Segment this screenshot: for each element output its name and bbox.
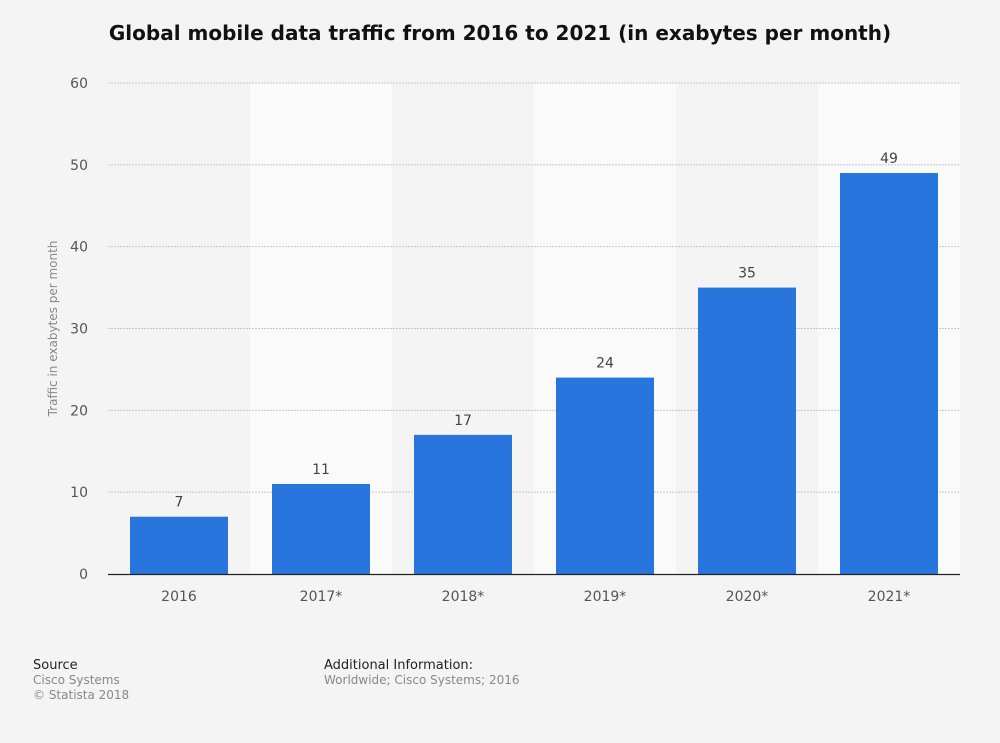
x-tick-label: 2018* (442, 589, 485, 605)
bar (840, 173, 938, 574)
chart-title: Global mobile data traffic from 2016 to … (108, 21, 892, 45)
y-tick-label: 50 (70, 158, 88, 174)
x-tick-label: 2016 (161, 589, 197, 605)
bar (272, 483, 370, 574)
additional-info-text: Worldwide; Cisco Systems; 2016 (324, 673, 520, 687)
bar (698, 287, 796, 574)
source-line: Cisco Systems (33, 673, 120, 687)
bar (556, 377, 654, 574)
data-label: 49 (880, 151, 898, 167)
data-label: 24 (596, 356, 614, 372)
source-block: Source Cisco Systems © Statista 2018 (33, 658, 129, 703)
x-tick-label: 2017* (300, 589, 343, 605)
y-tick-label: 30 (70, 322, 88, 338)
y-tick-label: 60 (70, 76, 88, 92)
additional-info-block: Additional Information: Worldwide; Cisco… (324, 658, 520, 688)
y-tick-label: 10 (70, 485, 88, 501)
data-label: 17 (454, 413, 472, 429)
x-tick-label: 2021* (868, 589, 911, 605)
data-label: 7 (175, 495, 184, 511)
additional-info-label: Additional Information: (324, 658, 474, 673)
y-axis-label: Traffic in exabytes per month (46, 241, 60, 418)
x-tick-label: 2019* (584, 589, 627, 605)
data-label: 11 (312, 462, 330, 478)
copyright-line: © Statista 2018 (33, 688, 130, 702)
y-tick-label: 20 (70, 403, 88, 419)
bar (130, 516, 228, 574)
bar (414, 434, 512, 574)
x-tick-label: 2020* (726, 589, 769, 605)
source-label: Source (33, 658, 78, 673)
y-tick-label: 40 (70, 240, 88, 256)
data-label: 35 (738, 266, 756, 282)
y-tick-label: 0 (79, 567, 88, 583)
